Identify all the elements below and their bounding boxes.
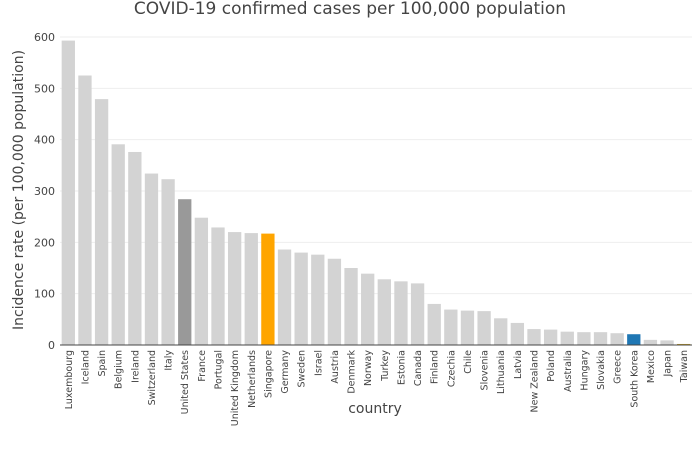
x-tick-label: Iceland — [80, 350, 91, 384]
x-tick-label: Slovenia — [480, 350, 491, 390]
x-tick-label: Singapore — [263, 350, 274, 398]
y-tick-label: 300 — [34, 185, 55, 198]
x-tick-label: Denmark — [347, 350, 358, 394]
bar-south-korea — [627, 334, 641, 345]
x-tick-label: Germany — [280, 350, 291, 394]
bar-italy — [161, 179, 175, 345]
y-tick-label: 200 — [34, 236, 55, 249]
bar-finland — [427, 303, 441, 345]
bar-japan — [660, 340, 674, 345]
bar-slovakia — [593, 332, 608, 345]
bar-singapore — [261, 233, 275, 345]
bar-australia — [560, 331, 574, 345]
x-axis-ticks: Luxembourg Iceland Spain Belgium Ireland Swit… — [64, 350, 690, 427]
x-tick-label: Ireland — [130, 350, 141, 383]
x-tick-label: Hungary — [579, 350, 590, 391]
bar-israel — [311, 254, 325, 345]
bar-latvia — [510, 322, 525, 345]
x-tick-label: Canada — [413, 350, 424, 386]
y-tick-label: 500 — [34, 82, 55, 95]
bar-austria — [327, 258, 342, 345]
x-tick-label: Belgium — [114, 350, 125, 389]
x-tick-label: Sweden — [297, 350, 308, 388]
bar-portugal — [211, 227, 225, 345]
bar-hungary — [577, 332, 591, 345]
bar-czechia — [444, 309, 458, 345]
x-tick-label: Israel — [313, 350, 324, 376]
x-tick-label: United Kingdom — [230, 350, 241, 426]
x-tick-label: France — [197, 350, 208, 382]
bars — [61, 40, 691, 346]
x-tick-label: Switzerland — [147, 350, 158, 405]
y-tick-label: 600 — [34, 31, 55, 44]
x-tick-label: Portugal — [214, 350, 225, 389]
bar-luxembourg — [61, 40, 75, 346]
bar-germany — [277, 249, 292, 345]
bar-denmark — [344, 268, 358, 345]
bar-united-states — [178, 199, 192, 345]
bar-lithuania — [494, 318, 508, 345]
x-tick-label: Chile — [463, 350, 474, 374]
bar-new-zealand — [527, 329, 541, 345]
x-tick-label: Finland — [430, 350, 441, 384]
x-tick-label: Slovakia — [596, 350, 607, 390]
bar-poland — [543, 329, 558, 345]
x-tick-label: New Zealand — [530, 350, 541, 412]
x-tick-label: Austria — [330, 350, 341, 384]
bar-spain — [94, 99, 109, 345]
bar-canada — [410, 283, 425, 345]
bar-switzerland — [144, 173, 159, 345]
y-tick-label: 400 — [34, 134, 55, 147]
x-tick-label: Lithuania — [496, 350, 507, 394]
x-tick-label: Italy — [164, 350, 175, 371]
x-tick-label: Taiwan — [679, 350, 690, 383]
x-axis-label: country — [348, 401, 402, 417]
x-tick-label: Estonia — [396, 350, 407, 385]
x-tick-label: Latvia — [513, 350, 524, 379]
y-tick-label: 100 — [34, 288, 55, 301]
y-tick-label: 0 — [48, 339, 55, 352]
x-tick-label: South Korea — [629, 350, 640, 408]
x-tick-label: Turkey — [380, 350, 391, 382]
y-axis-ticks: 0 100 200 300 400 500 600 — [34, 31, 55, 352]
bar-chile — [460, 310, 475, 345]
bar-norway — [361, 273, 375, 345]
bar-sweden — [294, 252, 308, 345]
bar-mexico — [643, 339, 658, 345]
y-axis-label: Incidence rate (per 100,000 population) — [11, 50, 27, 330]
x-tick-label: Mexico — [646, 350, 657, 383]
bar-iceland — [78, 75, 92, 345]
bar-netherlands — [244, 233, 258, 345]
x-tick-label: Poland — [546, 350, 557, 382]
x-tick-label: Norway — [363, 350, 374, 386]
bar-estonia — [394, 281, 408, 345]
bar-turkey — [377, 279, 391, 345]
bar-ireland — [128, 151, 142, 345]
x-tick-label: United States — [180, 350, 191, 414]
bar-belgium — [111, 144, 125, 345]
x-tick-label: Greece — [613, 350, 624, 384]
bar-greece — [610, 333, 624, 345]
x-tick-label: Spain — [97, 350, 108, 377]
bar-taiwan — [677, 343, 691, 345]
x-tick-label: Luxembourg — [64, 350, 75, 409]
chart-title: COVID-19 confirmed cases per 100,000 pop… — [134, 0, 566, 19]
x-tick-label: Japan — [663, 350, 674, 378]
x-tick-label: Netherlands — [247, 350, 258, 408]
bar-united-kingdom — [227, 232, 242, 345]
x-tick-label: Czechia — [446, 350, 457, 387]
bar-france — [194, 217, 209, 345]
x-tick-label: Australia — [563, 350, 574, 392]
bar-slovenia — [477, 311, 491, 345]
